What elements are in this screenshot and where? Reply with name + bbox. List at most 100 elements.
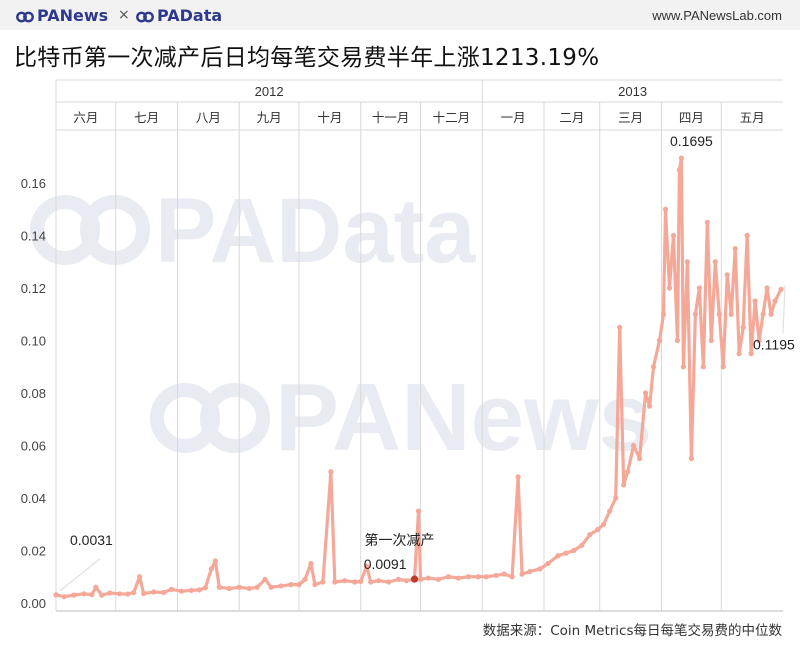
data-point xyxy=(417,576,424,582)
data-point xyxy=(778,286,784,292)
data-point xyxy=(61,594,67,600)
year-label: 2013 xyxy=(618,84,647,99)
data-point xyxy=(364,563,370,569)
data-point xyxy=(704,219,710,225)
data-point xyxy=(141,590,147,597)
data-point xyxy=(724,272,730,278)
data-point xyxy=(680,364,687,370)
y-tick-label: 0.10 xyxy=(21,334,46,349)
y-tick-label: 0.12 xyxy=(21,281,46,296)
data-point xyxy=(342,578,348,584)
watermark-logo-ring xyxy=(200,383,270,453)
data-point xyxy=(631,442,637,449)
panews-logo-icon xyxy=(16,11,34,23)
data-point xyxy=(684,259,690,265)
data-point xyxy=(537,566,543,572)
data-point xyxy=(509,574,515,580)
data-point xyxy=(99,592,105,598)
data-point xyxy=(756,337,762,344)
site-url[interactable]: www.PANewsLab.com xyxy=(652,8,782,23)
data-point xyxy=(93,584,99,590)
annotation-value: 0.0031 xyxy=(70,532,113,548)
data-point xyxy=(601,521,607,527)
data-point xyxy=(708,337,714,344)
data-point xyxy=(728,311,734,317)
month-label: 一月 xyxy=(501,110,526,125)
data-point xyxy=(188,587,195,594)
data-point xyxy=(53,592,59,598)
data-point xyxy=(736,351,742,357)
watermark-text: PANews xyxy=(275,364,652,471)
data-point xyxy=(268,584,274,590)
y-axis: 0.00 0.02 0.04 0.06 0.08 0.10 0.12 0.14 0.16 xyxy=(21,176,46,611)
annotation-value: 0.1695 xyxy=(670,133,713,149)
data-point xyxy=(435,576,442,582)
data-point xyxy=(716,311,722,317)
data-point xyxy=(712,259,718,265)
y-tick-label: 0.06 xyxy=(21,439,46,454)
data-point xyxy=(752,298,758,304)
data-point xyxy=(642,390,649,396)
data-point xyxy=(236,584,242,590)
data-point xyxy=(196,587,203,593)
data-point xyxy=(254,584,260,590)
watermark-panews: PANews xyxy=(150,364,652,471)
data-point xyxy=(696,285,702,291)
annotation-leader xyxy=(59,558,101,592)
data-point xyxy=(212,558,218,564)
data-point xyxy=(107,590,113,596)
month-label: 二月 xyxy=(559,110,584,125)
data-point xyxy=(579,542,585,548)
annotation-leader xyxy=(782,285,786,334)
panews-logo-text: PANews xyxy=(37,6,109,25)
annotation-value: 0.1195 xyxy=(753,336,795,352)
y-tick-label: 0.00 xyxy=(21,596,46,611)
data-point xyxy=(288,582,294,588)
data-point xyxy=(425,575,432,581)
data-point xyxy=(545,561,551,567)
data-point xyxy=(202,585,208,591)
data-point xyxy=(666,285,673,291)
data-point xyxy=(312,582,318,588)
month-label: 七月 xyxy=(134,110,159,125)
data-point xyxy=(246,585,252,592)
data-point xyxy=(515,474,521,480)
data-point xyxy=(320,579,326,585)
month-label: 十一月 xyxy=(372,110,410,125)
chart-title: 比特币第一次减产后日均每笔交易费半年上涨1213.19% xyxy=(14,45,600,71)
watermark-group: PAData PANews xyxy=(30,180,652,471)
data-point xyxy=(376,578,382,584)
padata-logo: PAData xyxy=(136,6,222,25)
data-point xyxy=(519,571,525,577)
y-tick-label: 0.02 xyxy=(21,544,46,559)
data-point xyxy=(483,574,489,580)
data-point xyxy=(358,578,364,585)
data-point xyxy=(501,571,507,577)
data-point xyxy=(178,588,185,594)
data-point xyxy=(403,578,410,584)
data-point xyxy=(587,532,593,538)
data-point xyxy=(328,469,334,475)
data-point xyxy=(296,582,302,588)
data-point xyxy=(352,579,358,585)
watermark-text: PAData xyxy=(155,180,476,282)
data-point xyxy=(395,576,402,582)
data-point xyxy=(764,285,770,291)
watermark-padata: PAData xyxy=(30,180,476,282)
data-point xyxy=(137,574,143,580)
data-point xyxy=(563,550,569,556)
data-point xyxy=(650,364,657,370)
data-point xyxy=(465,574,471,580)
data-point xyxy=(674,337,681,344)
data-point xyxy=(89,592,95,598)
data-point xyxy=(571,547,577,554)
padata-logo-text: PAData xyxy=(157,6,223,25)
data-point xyxy=(131,589,137,596)
padata-logo-icon xyxy=(136,11,154,23)
data-point xyxy=(656,337,663,344)
month-label: 十月 xyxy=(317,110,342,125)
data-point xyxy=(216,584,222,590)
y-tick-label: 0.14 xyxy=(21,229,46,244)
data-point xyxy=(732,246,738,252)
